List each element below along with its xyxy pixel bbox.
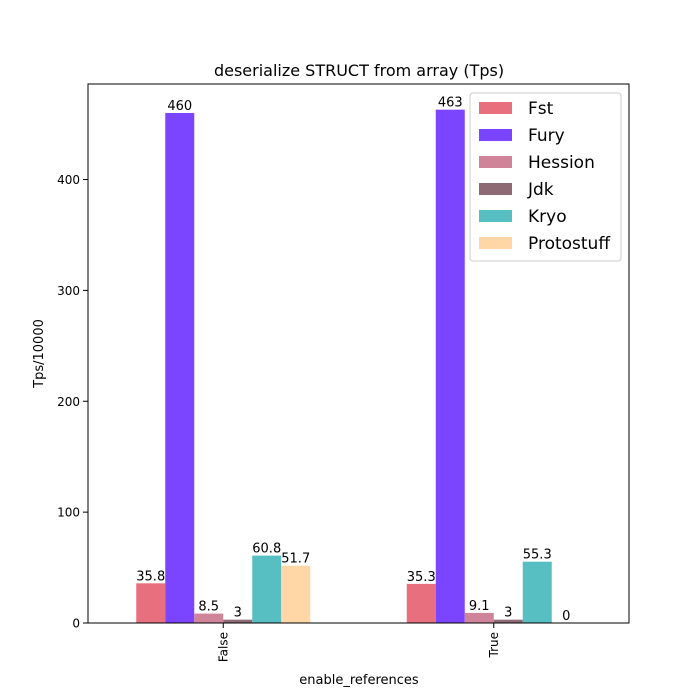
y-tick-label: 100 xyxy=(57,506,80,520)
data-label: 8.5 xyxy=(198,600,219,615)
data-label: 51.7 xyxy=(281,552,310,567)
bar-protostuff-false xyxy=(281,565,311,623)
legend-label-fst: Fst xyxy=(528,99,554,119)
legend-label-fury: Fury xyxy=(528,126,565,146)
legend-swatch-protostuff xyxy=(479,237,512,249)
bar-fst-true xyxy=(406,583,436,623)
bar-kryo-false xyxy=(252,555,282,623)
data-label: 3 xyxy=(504,606,512,621)
bar-kryo-true xyxy=(522,561,552,623)
legend-swatch-hession xyxy=(479,156,512,168)
data-label: 460 xyxy=(167,99,192,114)
x-axis-label: enable_references xyxy=(299,673,419,688)
data-label: 60.8 xyxy=(252,542,281,557)
legend-label-hession: Hession xyxy=(528,153,595,173)
bar-fury-true xyxy=(435,109,465,623)
x-tick-label: True xyxy=(487,632,501,659)
y-tick-label: 0 xyxy=(72,617,80,631)
data-label: 0 xyxy=(562,609,570,624)
legend-swatch-fury xyxy=(479,129,512,141)
legend-label-kryo: Kryo xyxy=(528,207,567,227)
y-axis-label: Tps/10000 xyxy=(32,319,47,389)
bar-fury-false xyxy=(165,112,195,623)
y-tick-label: 200 xyxy=(57,395,80,409)
x-tick-label: False xyxy=(216,632,230,662)
data-label: 3 xyxy=(234,606,242,621)
legend-swatch-jdk xyxy=(479,183,512,195)
data-label: 35.8 xyxy=(136,569,165,584)
legend-swatch-fst xyxy=(479,102,512,114)
bar-series-group xyxy=(136,109,552,623)
legend-label-protostuff: Protostuff xyxy=(528,234,611,254)
legend-label-jdk: Jdk xyxy=(527,180,554,200)
data-label: 55.3 xyxy=(523,548,552,563)
plot-area-frame xyxy=(87,83,630,624)
data-label: 35.3 xyxy=(407,570,436,585)
chart-title: deserialize STRUCT from array (Tps) xyxy=(214,61,504,80)
bar-jdk-false xyxy=(223,619,253,623)
bar-fst-false xyxy=(136,583,166,623)
data-label-group: 35.8 460 8.5 3 60.851.7 35.3 463 9.1 3 55.3 0 xyxy=(136,96,570,624)
y-tick-label: 300 xyxy=(57,284,80,298)
y-tick-label: 400 xyxy=(57,173,80,187)
data-label: 463 xyxy=(438,96,463,111)
data-label: 9.1 xyxy=(469,599,490,614)
x-axis: False True xyxy=(216,623,501,662)
legend: Fst Fury Hession Jdk Kryo Protostuff xyxy=(469,92,622,262)
bar-hession-true xyxy=(464,612,494,623)
y-axis: 0 100 200 300 400 xyxy=(57,173,88,631)
legend-swatch-kryo xyxy=(479,210,512,222)
bar-jdk-true xyxy=(493,619,523,623)
bar-hession-false xyxy=(194,613,224,623)
